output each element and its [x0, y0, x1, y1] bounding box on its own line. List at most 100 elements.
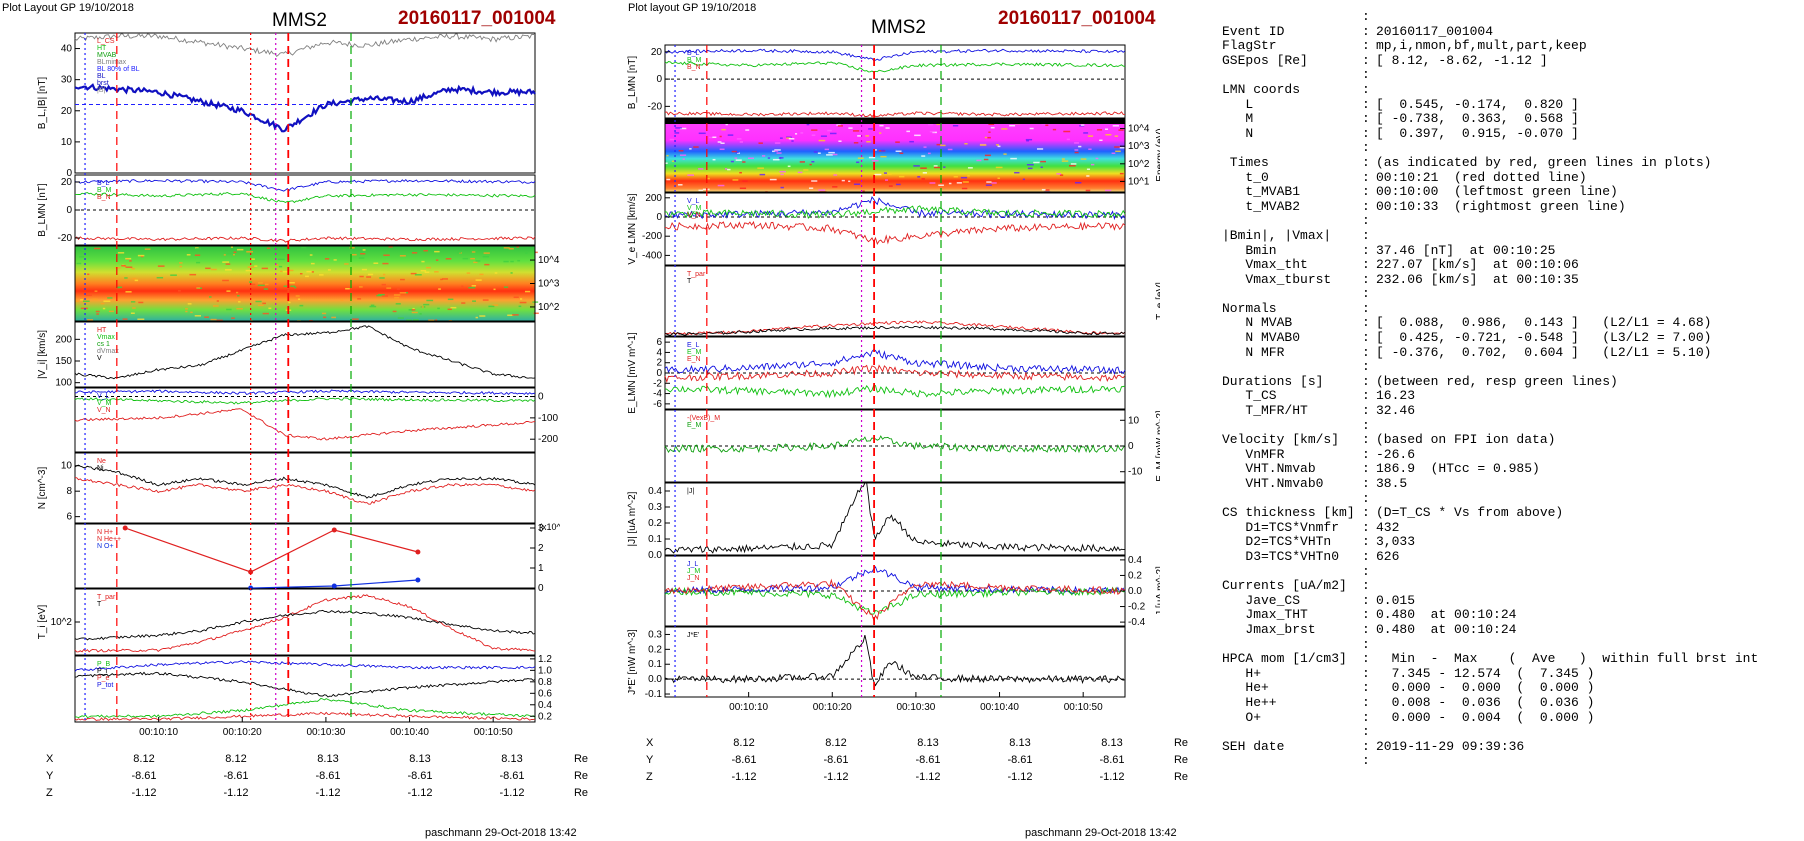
spectrogram-speck	[829, 132, 837, 135]
spectrogram-speck	[132, 307, 136, 309]
spectrogram-speck	[519, 298, 523, 300]
spectrogram-speck	[438, 288, 441, 290]
spectrogram-speck	[1080, 158, 1087, 160]
series-line	[74, 697, 536, 719]
spectrogram-speck	[739, 141, 744, 143]
y-axis-label: T_i [eV]	[37, 605, 48, 640]
listing-colon: :	[1362, 578, 1370, 594]
series-line	[74, 594, 536, 653]
y-tick-label: 8	[66, 486, 72, 497]
spectrogram-speck	[909, 140, 914, 143]
spectrogram-speck	[519, 301, 527, 304]
spectrogram-speck	[264, 283, 269, 286]
y-tick-label: 0.0	[648, 550, 662, 561]
spectrogram-speck	[868, 156, 876, 159]
listing-row: VHT.Nmvab0:38.5	[1222, 476, 1802, 492]
spectrogram-speck	[927, 152, 931, 155]
spectrogram-speck	[679, 154, 687, 156]
listing-colon: :	[1362, 753, 1370, 769]
spectrogram-speck	[216, 319, 223, 322]
listing-row: Vmax_tburst:232.06 [km/s] at 00:10:35	[1222, 272, 1802, 288]
spectrogram-speck	[967, 167, 973, 169]
spectrogram-speck	[880, 155, 887, 158]
y-tick-label: 3	[538, 523, 544, 534]
spectrogram-speck	[1052, 128, 1057, 131]
spectrogram-speck	[888, 185, 893, 187]
spectrogram-speck	[885, 127, 890, 129]
spectrogram-speck	[671, 160, 676, 163]
y-tick-label: 0.3	[648, 502, 662, 513]
spectrogram-speck	[309, 254, 313, 256]
spectrogram-speck	[360, 253, 366, 255]
spectrogram-speck	[1105, 189, 1112, 192]
series-line	[74, 178, 536, 192]
spectrogram-speck	[534, 251, 538, 254]
spectrogram-speck	[233, 251, 237, 253]
listing-row: t_MVAB2:00:10:33 (rightmost green line)	[1222, 199, 1802, 215]
listing-key: He++	[1222, 694, 1277, 710]
spectrogram-speck	[923, 146, 927, 148]
coord-cell: -1.12	[223, 786, 249, 799]
spectrogram-speck	[125, 291, 132, 293]
listing-row: CS thickness [km]: (D=T_CS * Vs from abov…	[1222, 505, 1802, 521]
series-line	[74, 609, 536, 641]
y-axis-label: B_L,|B| [nT]	[37, 77, 48, 130]
listing-row: t_0:00:10:21 (red dotted line)	[1222, 170, 1802, 186]
series-line	[664, 205, 1126, 220]
listing-value: 3,033	[1376, 534, 1416, 550]
y-axis-label: |V_i| [km/s]	[37, 330, 48, 379]
spectrogram-speck	[470, 249, 478, 252]
spectrogram-speck	[492, 304, 499, 306]
spectrogram-speck	[508, 248, 514, 250]
spectrogram-speck	[1026, 163, 1034, 166]
y-tick-label: 10^1	[1128, 176, 1150, 187]
coord-cell: Re	[1173, 736, 1188, 749]
spectrogram-speck	[991, 182, 997, 184]
spectrogram-speck	[331, 316, 336, 319]
spectrogram-speck	[895, 150, 902, 153]
coord-cell: -8.61	[1099, 753, 1125, 766]
spectrogram-speck	[275, 264, 279, 266]
spectrogram-speck	[967, 175, 970, 177]
spectrogram-speck	[108, 310, 114, 313]
spectrogram-speck	[144, 248, 151, 250]
listing-colon: :	[1362, 519, 1370, 535]
spectrogram-speck	[359, 286, 363, 288]
listing-key: D3=TCS*VHTn0	[1222, 548, 1340, 564]
spectrogram-speck	[1056, 173, 1062, 175]
y-tick-label: -200	[642, 231, 662, 242]
listing-value: [ -0.738, 0.363, 0.568 ]	[1376, 111, 1579, 127]
coord-cell: -8.61	[499, 769, 525, 782]
spectrogram-speck	[742, 180, 748, 182]
spectrogram-speck	[493, 288, 496, 291]
y-axis-label: E_LMN [mV m^-1]	[627, 332, 638, 414]
series-line	[75, 389, 536, 396]
listing-value: 0.000 - 0.000 ( 0.000 )	[1376, 680, 1595, 696]
spectrogram-speck	[408, 309, 413, 311]
spectrogram-speck	[732, 179, 739, 181]
spectrogram-speck	[524, 290, 531, 293]
spectrogram-speck	[852, 130, 860, 132]
spectrogram-speck	[896, 183, 901, 186]
spectrogram-speck	[1086, 168, 1091, 171]
listing-key: HPCA mom [1/cm3]	[1222, 651, 1347, 667]
spectrogram-speck	[222, 279, 229, 282]
listing-colon: :	[1362, 505, 1370, 521]
listing-row: Jave_CS:0.015	[1222, 593, 1802, 609]
y-tick-label: -0.4	[1128, 617, 1146, 628]
legend-entry: V_M	[687, 205, 702, 212]
spectrogram-speck	[210, 268, 217, 271]
x-tick-label: 00:10:30	[896, 702, 935, 713]
spectrogram-speck	[129, 260, 132, 262]
spectrogram-speck	[721, 128, 726, 131]
spectrogram-speck	[327, 269, 331, 271]
spectrogram-speck	[412, 307, 415, 310]
listing-key: Times	[1222, 154, 1269, 170]
coord-cell: Re	[573, 786, 588, 799]
spectrogram-speck	[791, 140, 794, 142]
y-tick-label: 10	[1128, 415, 1140, 426]
y-tick-label: 0.4	[648, 486, 662, 497]
spectrogram-speck	[395, 303, 401, 305]
spectrogram-speck	[693, 146, 699, 148]
coord-cell: -1.12	[1007, 770, 1033, 783]
